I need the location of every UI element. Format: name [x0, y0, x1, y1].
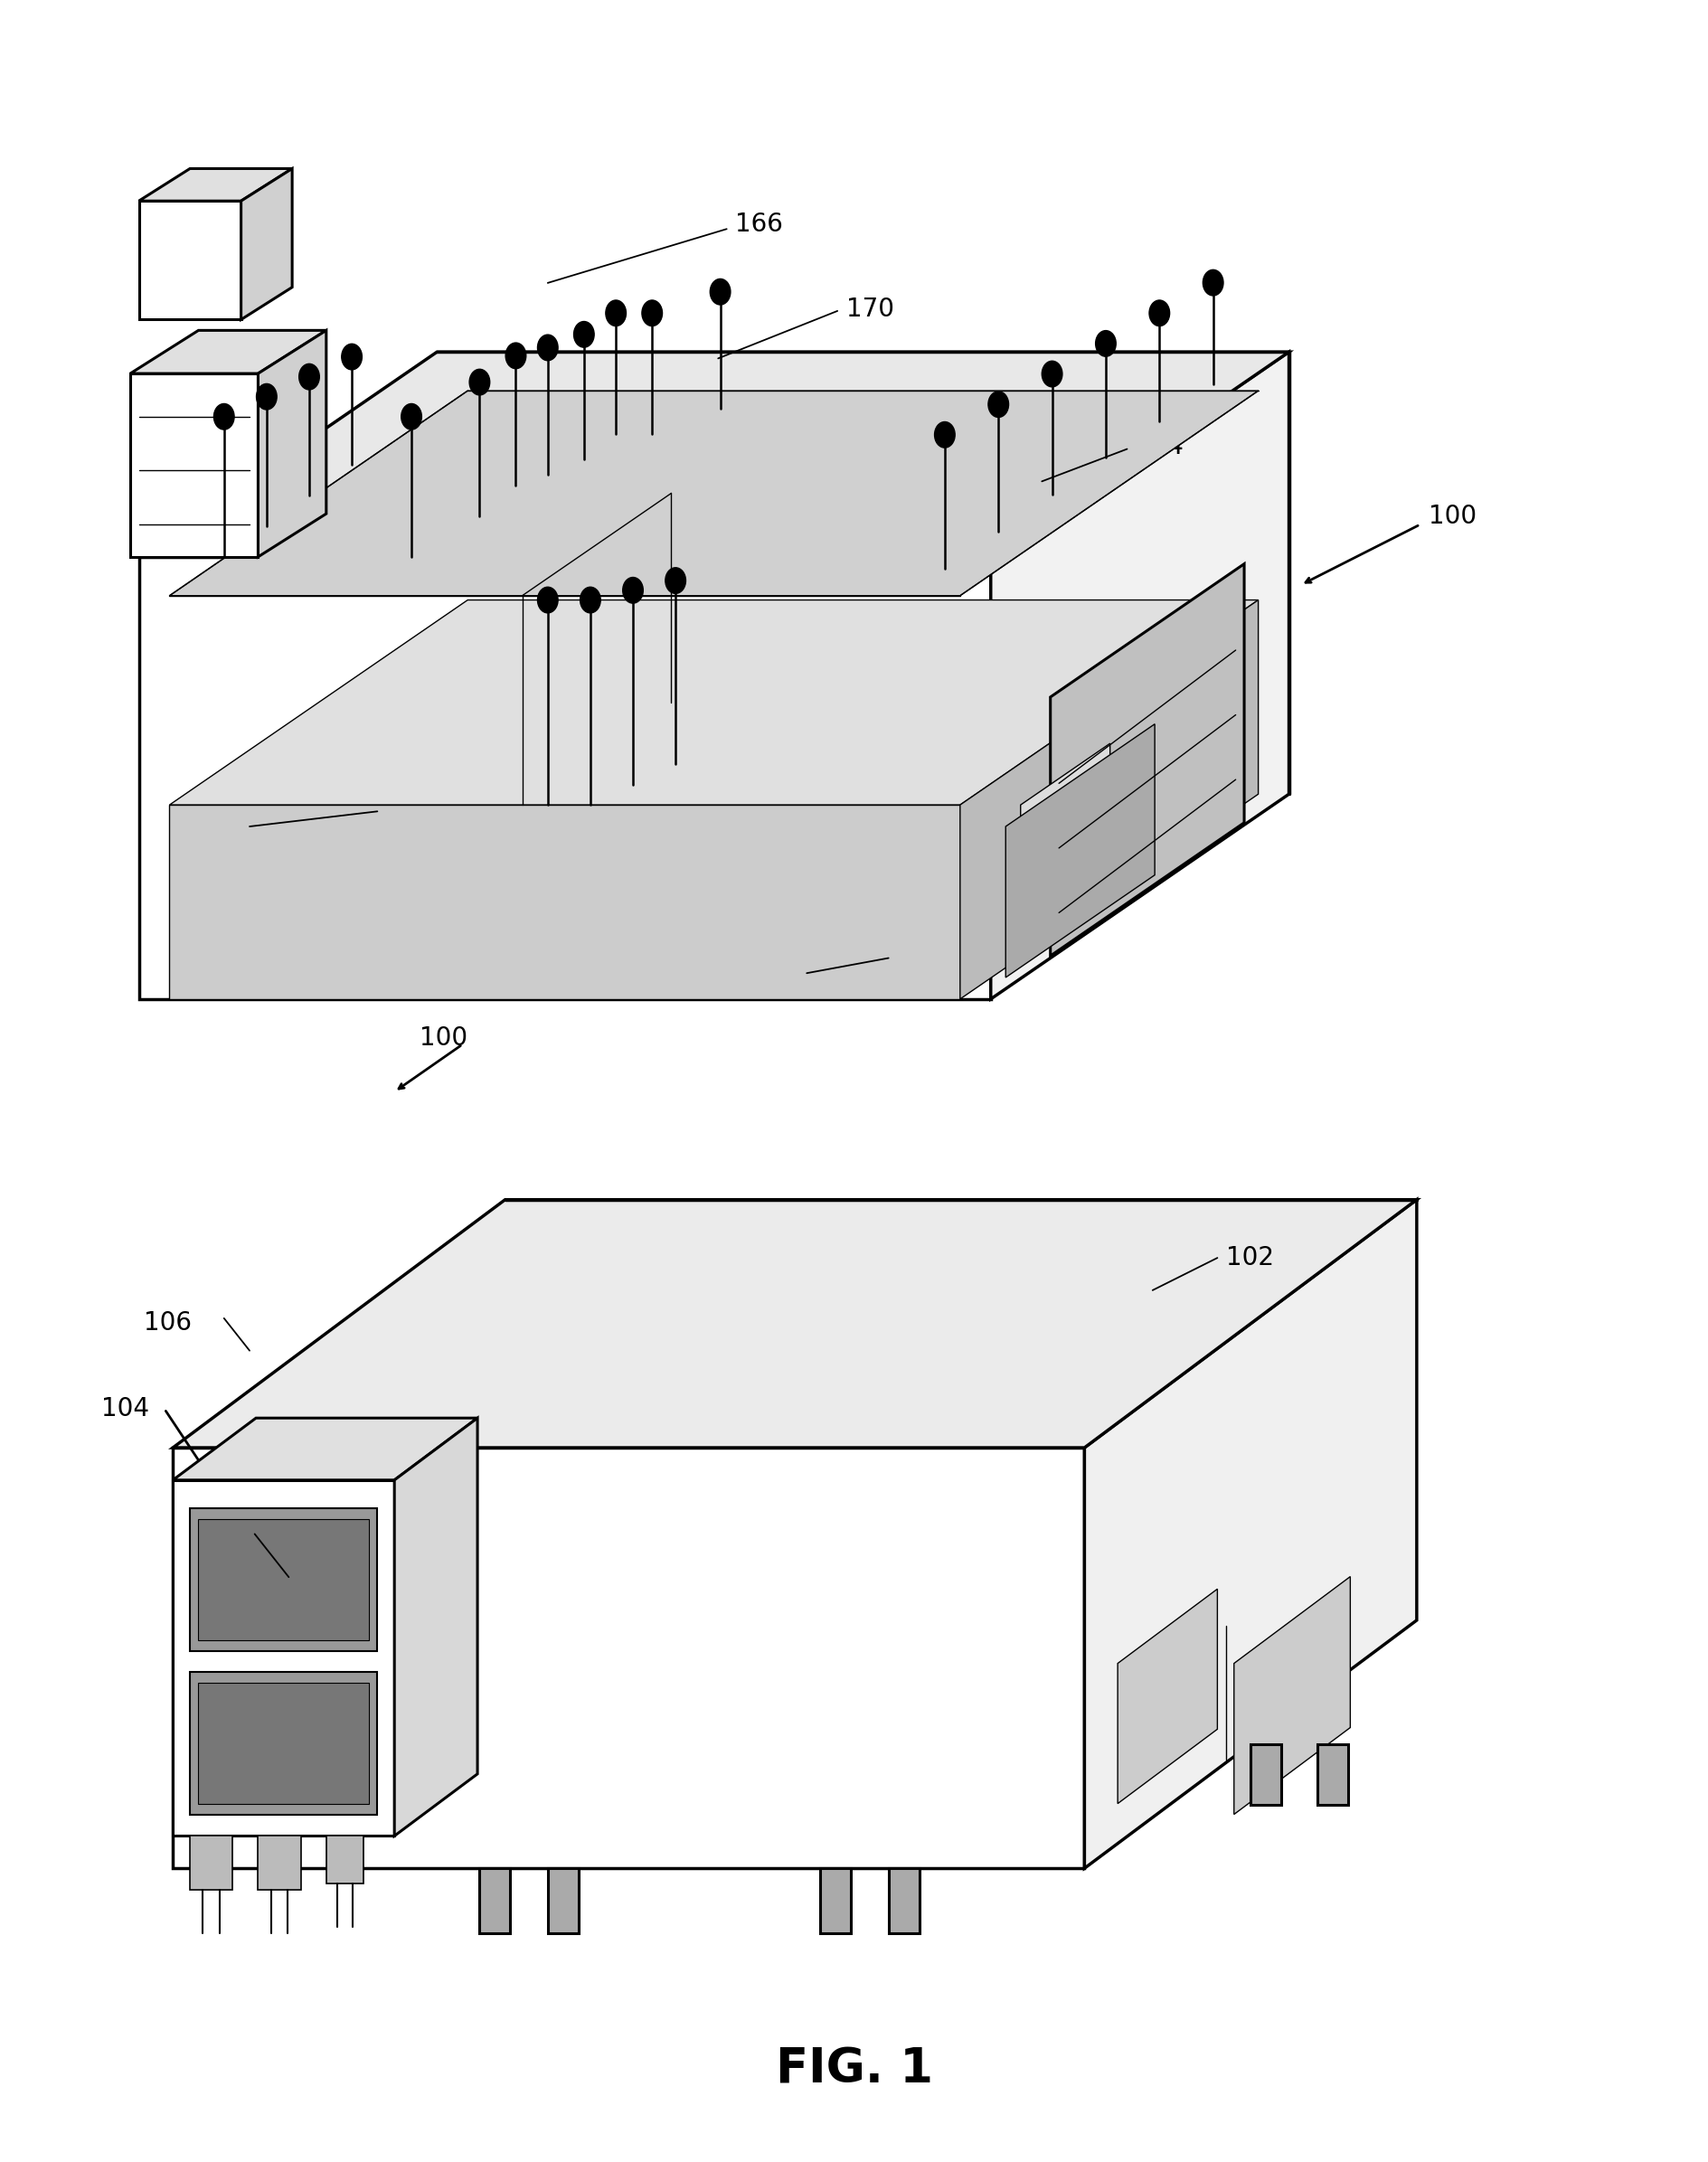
Polygon shape	[820, 1868, 851, 1933]
Polygon shape	[1117, 1589, 1216, 1803]
Polygon shape	[1250, 1745, 1281, 1805]
Circle shape	[605, 301, 625, 326]
Polygon shape	[326, 1836, 364, 1883]
Polygon shape	[258, 331, 326, 558]
Text: 106: 106	[143, 1310, 191, 1336]
Text: 104: 104	[101, 1397, 149, 1423]
Polygon shape	[173, 1200, 1416, 1449]
Circle shape	[622, 577, 642, 603]
Circle shape	[538, 335, 559, 361]
Polygon shape	[138, 352, 1288, 558]
Polygon shape	[548, 1868, 577, 1933]
Circle shape	[1148, 301, 1168, 326]
Polygon shape	[138, 169, 292, 201]
Polygon shape	[1004, 724, 1155, 977]
Polygon shape	[169, 391, 1257, 597]
Circle shape	[579, 588, 600, 614]
Text: 102: 102	[1225, 1245, 1272, 1271]
Polygon shape	[138, 558, 991, 999]
Polygon shape	[960, 601, 1257, 999]
Circle shape	[506, 344, 526, 370]
Polygon shape	[1317, 1745, 1348, 1805]
Polygon shape	[190, 1671, 377, 1814]
Polygon shape	[138, 201, 241, 320]
Text: 100: 100	[1428, 504, 1476, 528]
Polygon shape	[258, 1836, 301, 1890]
Polygon shape	[395, 1418, 477, 1836]
Polygon shape	[1020, 744, 1110, 912]
Circle shape	[574, 322, 594, 348]
Circle shape	[709, 279, 729, 305]
Circle shape	[1095, 331, 1115, 357]
Text: 170: 170	[845, 296, 893, 322]
Polygon shape	[1050, 564, 1243, 956]
Polygon shape	[241, 169, 292, 320]
Text: FIG. 1: FIG. 1	[775, 2045, 933, 2093]
Polygon shape	[190, 1509, 377, 1652]
Circle shape	[256, 385, 277, 409]
Polygon shape	[1233, 1576, 1349, 1814]
Circle shape	[401, 404, 422, 430]
Circle shape	[470, 370, 490, 396]
Polygon shape	[169, 601, 1257, 804]
Polygon shape	[130, 331, 326, 374]
Circle shape	[538, 588, 559, 614]
Circle shape	[299, 363, 319, 389]
Circle shape	[934, 422, 955, 448]
Polygon shape	[173, 1418, 477, 1481]
Polygon shape	[991, 352, 1288, 999]
Polygon shape	[198, 1682, 369, 1803]
Circle shape	[987, 391, 1008, 417]
Text: 102: 102	[190, 822, 237, 848]
Polygon shape	[169, 804, 960, 999]
Polygon shape	[190, 1836, 232, 1890]
Polygon shape	[888, 1868, 919, 1933]
Polygon shape	[198, 1520, 369, 1641]
Circle shape	[664, 569, 685, 595]
Polygon shape	[1085, 1200, 1416, 1868]
Polygon shape	[173, 1481, 395, 1836]
Polygon shape	[130, 374, 258, 558]
Polygon shape	[173, 1449, 1085, 1868]
Polygon shape	[480, 1868, 511, 1933]
Text: 154: 154	[1136, 435, 1182, 461]
Text: 100: 100	[420, 1025, 468, 1051]
Text: 112: 112	[181, 1533, 229, 1557]
Circle shape	[214, 404, 234, 430]
Circle shape	[1202, 270, 1223, 296]
Circle shape	[642, 301, 663, 326]
Text: 166: 166	[734, 212, 782, 238]
Circle shape	[1042, 361, 1062, 387]
Text: 134: 134	[811, 966, 859, 992]
Circle shape	[342, 344, 362, 370]
